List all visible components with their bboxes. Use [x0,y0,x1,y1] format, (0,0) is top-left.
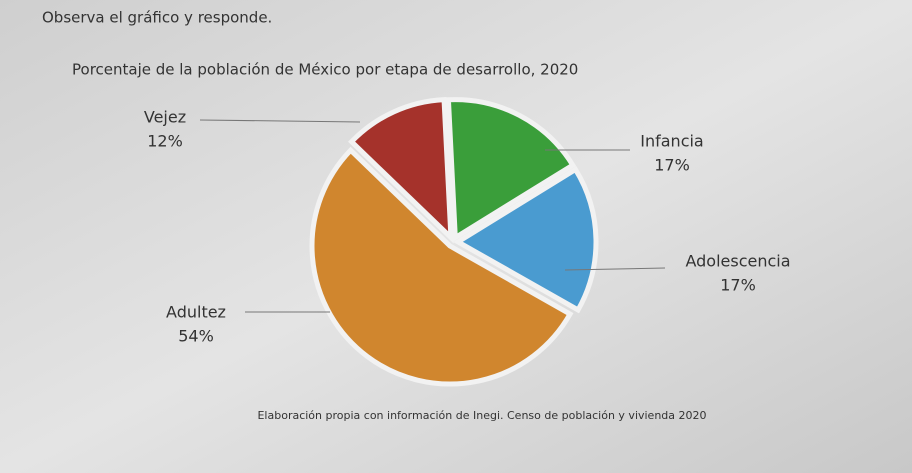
slice-value: 17% [654,156,690,175]
pie-slice [348,96,454,244]
slice-name: Adultez [166,303,226,322]
leader-line [199,119,361,123]
slice-value: 12% [147,132,183,151]
pie-slice [453,166,599,314]
slice-value: 17% [720,276,756,295]
pie-slice [445,97,577,242]
pie-slice [309,146,574,387]
instruction: Observa el gráfico y responde. [42,9,272,27]
slice-value: 54% [178,327,214,346]
slice-name: Adolescencia [685,252,790,271]
chart-title: Porcentaje de la población de México por… [72,61,578,79]
leader-line [564,267,666,271]
source: Elaboración propia con información de In… [257,409,706,422]
slice-name: Vejez [144,108,186,127]
slice-name: Infancia [640,132,703,151]
